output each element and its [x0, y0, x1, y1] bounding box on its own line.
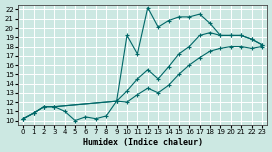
X-axis label: Humidex (Indice chaleur): Humidex (Indice chaleur)	[83, 138, 203, 147]
